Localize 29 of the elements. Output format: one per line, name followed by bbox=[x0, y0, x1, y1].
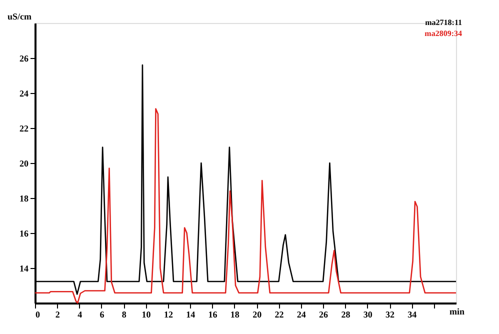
y-tick-label: 26 bbox=[20, 54, 29, 64]
x-tick-label: 20 bbox=[252, 310, 262, 320]
x-tick-label: 28 bbox=[341, 310, 351, 320]
y-tick-label: 22 bbox=[20, 124, 29, 134]
x-tick-label: 22 bbox=[274, 310, 284, 320]
x-tick-label: 6 bbox=[100, 310, 105, 320]
y-tick-label: 24 bbox=[20, 88, 29, 98]
y-tick-label: 14 bbox=[20, 264, 29, 274]
x-tick-label: 24 bbox=[296, 310, 306, 320]
x-axis-title: min bbox=[449, 306, 464, 316]
x-tick-label: 14 bbox=[186, 310, 196, 320]
x-tick-label: 34 bbox=[408, 310, 418, 320]
x-tick-label: 18 bbox=[230, 310, 240, 320]
y-tick-label: 20 bbox=[20, 158, 29, 168]
x-tick-label: 16 bbox=[208, 310, 218, 320]
y-tick-label: 16 bbox=[20, 228, 29, 238]
x-tick-label: 30 bbox=[363, 310, 373, 320]
x-tick-label: 2 bbox=[55, 310, 60, 320]
y-tick-label: 18 bbox=[20, 194, 29, 204]
x-tick-label: 0 bbox=[36, 310, 40, 320]
x-tick-label: 10 bbox=[142, 310, 152, 320]
x-tick-label: 26 bbox=[319, 310, 329, 320]
text: ma2718:11 bbox=[425, 18, 462, 27]
x-tick-label: 8 bbox=[122, 310, 127, 320]
y-axis-title: uS/cm bbox=[7, 12, 32, 22]
x-tick-label: 4 bbox=[78, 310, 83, 320]
x-tick-label: 12 bbox=[164, 310, 174, 320]
text: ma2809:34 bbox=[424, 29, 462, 38]
x-tick-label: 32 bbox=[386, 310, 396, 320]
